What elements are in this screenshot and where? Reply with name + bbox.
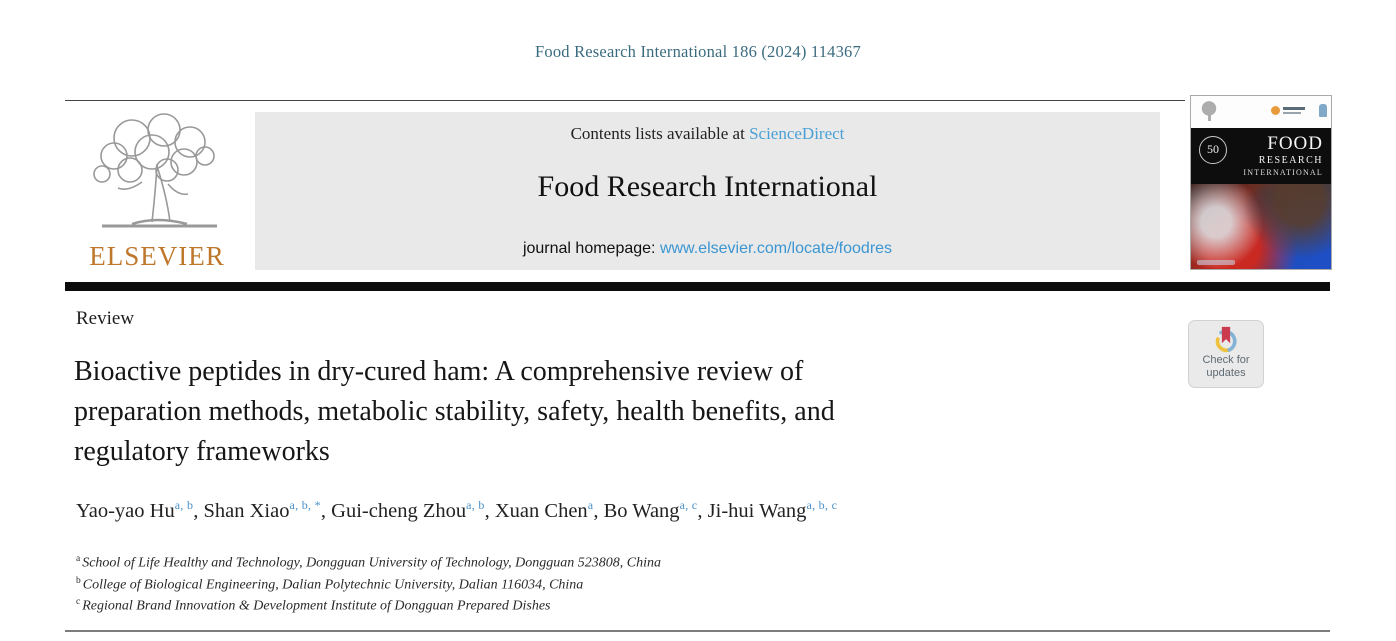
- affiliation: b College of Biological Engineering, Dali…: [76, 575, 584, 593]
- sciencedirect-link[interactable]: ScienceDirect: [749, 124, 845, 143]
- homepage-line: journal homepage: www.elsevier.com/locat…: [255, 240, 1160, 258]
- author: Bo Wanga, c,: [603, 498, 708, 522]
- cifst-logo-icon: [1271, 104, 1327, 120]
- cover-elsevier-mark-icon: [1199, 100, 1219, 124]
- page-bottom-rule: [65, 630, 1330, 632]
- journal-cover-thumbnail[interactable]: 50 FOOD RESEARCH INTERNATIONAL: [1190, 95, 1332, 270]
- author-list: Yao-yao Hua, b, Shan Xiaoa, b, *, Gui-ch…: [76, 498, 1276, 523]
- article-type-label: Review: [76, 308, 135, 329]
- cover-journal-title: FOOD RESEARCH INTERNATIONAL: [1243, 133, 1323, 177]
- article-title-line: Bioactive peptides in dry-cured ham: A c…: [74, 356, 804, 387]
- author-affil-sup: a, b: [466, 498, 485, 512]
- journal-homepage-link[interactable]: www.elsevier.com/locate/foodres: [659, 240, 893, 257]
- author-affil-sup: a, b, c: [806, 498, 838, 512]
- contents-prefix: Contents lists available at: [570, 124, 750, 143]
- cover-imprint-mark: [1197, 260, 1235, 265]
- check-badge-text-line2: updates: [1206, 366, 1246, 379]
- contents-line: Contents lists available at ScienceDirec…: [255, 124, 1160, 144]
- author: Ji-hui Wanga, b, c: [707, 498, 838, 522]
- header-top-rule: [65, 100, 1185, 101]
- homepage-prefix: journal homepage:: [522, 240, 660, 257]
- check-updates-icon: [1189, 326, 1263, 354]
- section-divider-bar: [65, 282, 1330, 291]
- article-title-line: regulatory frameworks: [74, 435, 330, 467]
- cover-top-band: [1191, 96, 1331, 128]
- author-affil-sup: a, b: [174, 498, 194, 512]
- cover-artwork: [1191, 184, 1331, 269]
- journal-title: Food Research International: [537, 170, 878, 203]
- check-for-updates-badge[interactable]: Check for updates: [1188, 320, 1264, 388]
- author-affil-sup: a: [587, 498, 594, 512]
- article-title: Bioactive peptides in dry-cured ham: A c…: [74, 352, 1094, 471]
- journal-masthead: Contents lists available at ScienceDirec…: [255, 112, 1160, 270]
- elsevier-tree-icon: [72, 104, 242, 240]
- cover-title-band: 50 FOOD RESEARCH INTERNATIONAL: [1191, 128, 1331, 184]
- author: Xuan Chena,: [494, 498, 604, 522]
- journal-citation: Food Research International 186 (2024) 1…: [535, 42, 861, 61]
- check-badge-text-line1: Check for: [1202, 354, 1250, 366]
- article-title-line: preparation methods, metabolic stability…: [74, 395, 835, 427]
- affiliation-list: a School of Life Healthy and Technology, …: [76, 552, 1276, 617]
- affiliation: a School of Life Healthy and Technology, …: [76, 554, 661, 571]
- elsevier-logo[interactable]: ELSEVIER: [72, 104, 242, 272]
- author: Shan Xiaoa, b, *,: [203, 498, 332, 522]
- author-affil-sup: a, c: [679, 498, 698, 512]
- affiliation: c Regional Brand Innovation & Development…: [76, 597, 551, 614]
- author: Yao-yao Hua, b,: [76, 498, 204, 522]
- elsevier-wordmark: ELSEVIER: [89, 241, 225, 271]
- author: Gui-cheng Zhoua, b,: [331, 498, 495, 522]
- author-affil-sup: a, b, *: [289, 498, 321, 512]
- fifty-years-badge: 50: [1199, 136, 1227, 164]
